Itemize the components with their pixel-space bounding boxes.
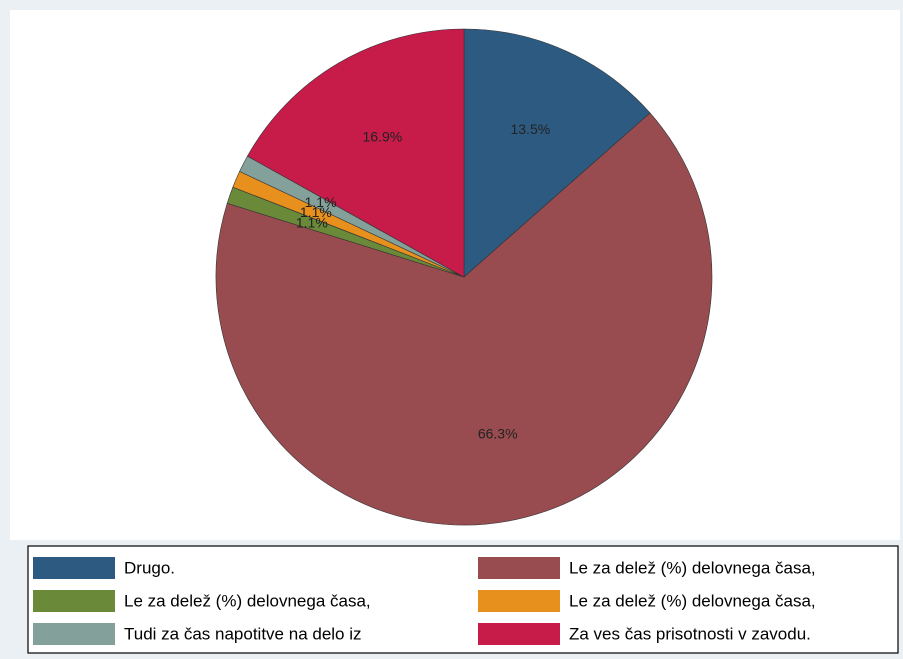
legend-label: Za ves čas prisotnosti v zavodu.	[569, 624, 811, 643]
slice-label: 1.1%	[305, 194, 337, 210]
legend-label: Tudi za čas napotitve na delo iz	[124, 624, 362, 643]
slice-label: 16.9%	[363, 129, 403, 145]
slice-label: 1.1%	[296, 215, 328, 231]
legend-swatch	[33, 557, 115, 579]
legend-swatch	[33, 623, 115, 645]
legend	[27, 545, 899, 654]
legend-label: Drugo.	[124, 558, 175, 577]
legend-label: Le za delež (%) delovnega časa,	[569, 591, 816, 610]
slice-label: 13.5%	[510, 121, 550, 137]
pie-slice	[215, 112, 713, 526]
legend-label: Le za delež (%) delovnega časa,	[569, 558, 816, 577]
legend-swatch	[33, 590, 115, 612]
legend-label: Le za delež (%) delovnega časa,	[124, 591, 371, 610]
legend-swatch	[478, 623, 560, 645]
slice-label: 1.1%	[300, 204, 332, 220]
legend-swatch	[478, 557, 560, 579]
legend-swatch	[478, 590, 560, 612]
pie-slice	[247, 28, 465, 278]
slice-label: 66.3%	[478, 425, 518, 441]
pie-slice	[463, 28, 651, 278]
